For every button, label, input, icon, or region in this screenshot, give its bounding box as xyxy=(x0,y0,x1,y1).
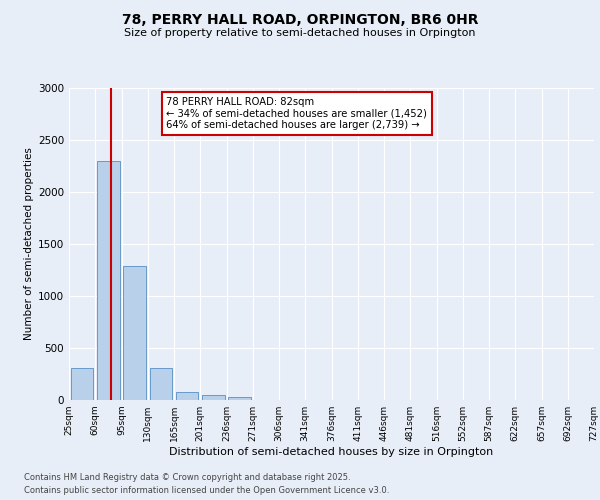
Bar xyxy=(124,266,146,400)
Y-axis label: Number of semi-detached properties: Number of semi-detached properties xyxy=(24,148,34,340)
X-axis label: Distribution of semi-detached houses by size in Orpington: Distribution of semi-detached houses by … xyxy=(169,447,494,457)
Bar xyxy=(176,392,198,400)
Bar xyxy=(202,395,224,400)
Text: 78 PERRY HALL ROAD: 82sqm
← 34% of semi-detached houses are smaller (1,452)
64% : 78 PERRY HALL ROAD: 82sqm ← 34% of semi-… xyxy=(166,97,427,130)
Bar xyxy=(229,397,251,400)
Text: Contains public sector information licensed under the Open Government Licence v3: Contains public sector information licen… xyxy=(24,486,389,495)
Text: Size of property relative to semi-detached houses in Orpington: Size of property relative to semi-detach… xyxy=(124,28,476,38)
Text: 78, PERRY HALL ROAD, ORPINGTON, BR6 0HR: 78, PERRY HALL ROAD, ORPINGTON, BR6 0HR xyxy=(122,12,478,26)
Text: Contains HM Land Registry data © Crown copyright and database right 2025.: Contains HM Land Registry data © Crown c… xyxy=(24,472,350,482)
Bar xyxy=(71,368,93,400)
Bar xyxy=(150,368,172,400)
Bar xyxy=(97,162,119,400)
